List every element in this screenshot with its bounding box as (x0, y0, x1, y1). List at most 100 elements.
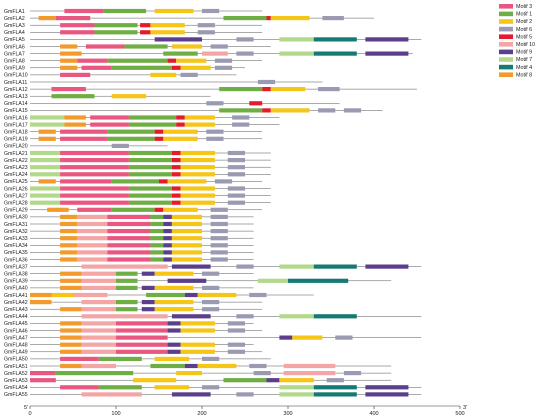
motif-box-m1 (116, 307, 138, 312)
motif-box-m6 (202, 8, 220, 14)
motif-box-m6 (202, 271, 220, 276)
gene-label: GmFLA30 (4, 215, 28, 221)
motif-box-m10 (202, 51, 228, 56)
gene-label: GmFLA32 (4, 229, 28, 235)
motif-box-m3 (107, 214, 151, 219)
gene-row: GmFLA43 (4, 307, 263, 313)
motif-box-m3 (116, 342, 168, 347)
motif-box-m1 (150, 214, 164, 219)
motif-box-m1 (128, 158, 172, 163)
motif-box-m1 (124, 44, 168, 49)
motif-box-m2 (184, 115, 215, 120)
motif-box-m3 (60, 158, 129, 163)
motif-box-m9 (171, 264, 211, 269)
motif-box-m7 (30, 115, 65, 120)
motif-box-m8 (38, 179, 56, 184)
gene-row: GmFLA51 (4, 364, 392, 370)
gene-label: GmFLA5 (4, 37, 25, 43)
motif-box-m6 (214, 179, 233, 184)
legend-label: Motif 9 (516, 50, 532, 56)
motif-box-m2 (133, 378, 177, 383)
motif-box-m10 (81, 342, 116, 347)
motif-box-m8 (47, 207, 69, 212)
motif-box-m2 (111, 94, 147, 99)
motif-box-m2 (184, 122, 215, 127)
motif-box-m5 (171, 150, 181, 156)
motif-box-m2 (180, 321, 215, 326)
motif-box-m10 (77, 243, 108, 248)
legend-swatch-m4 (499, 64, 513, 70)
gene-label: GmFLA12 (4, 87, 28, 93)
gene-row: GmFLA25 (4, 179, 263, 185)
motif-box-m10 (81, 300, 116, 305)
gene-row: GmFLA32 (4, 229, 254, 235)
gene-row: GmFLA3 (4, 23, 263, 29)
motif-box-m2 (270, 108, 310, 113)
motif-box-m9 (171, 314, 211, 319)
motif-box-m1 (116, 278, 138, 283)
motif-box-m1 (128, 150, 172, 156)
motif-box-m2 (150, 72, 177, 77)
motif-box-m2 (197, 292, 237, 298)
motif-box-m6 (253, 371, 271, 376)
motif-box-m7 (30, 122, 65, 127)
motif-box-m3 (60, 193, 129, 198)
motif-box-m6 (210, 44, 228, 49)
motif-box-m5 (171, 65, 181, 70)
motif-box-m5 (154, 207, 164, 212)
motif-box-m10 (77, 236, 108, 241)
gene-row: GmFLA16 (4, 115, 280, 121)
motif-box-m6 (197, 23, 215, 28)
motif-box-m8 (60, 51, 82, 56)
motif-box-m9 (141, 285, 155, 290)
motif-box-m8 (60, 328, 82, 333)
motif-box-m2 (270, 87, 306, 92)
motif-box-m1 (103, 8, 147, 14)
gene-row: GmFLA35 (4, 250, 254, 256)
gene-row: GmFLA36 (4, 257, 254, 263)
gene-row: GmFLA44 (4, 314, 422, 320)
motif-box-m5 (249, 101, 263, 106)
motif-box-m10 (81, 285, 116, 290)
gene-row: GmFLA24 (4, 172, 271, 178)
motif-box-m8 (60, 65, 78, 70)
gene-row: GmFLA47 (4, 335, 422, 341)
motif-box-m10 (77, 214, 108, 219)
motif-box-m2 (171, 214, 202, 219)
motif-box-m6 (210, 250, 228, 255)
motif-box-m10 (77, 229, 108, 234)
motif-box-m3 (60, 23, 95, 28)
motif-box-m6 (206, 129, 224, 134)
motif-box-m6 (227, 349, 245, 354)
motif-box-m6 (335, 335, 353, 340)
gene-row: GmFLA49 (4, 349, 263, 356)
gene-label: GmFLA49 (4, 350, 28, 356)
legend-label: Motif 3 (516, 4, 532, 10)
motif-box-m7 (30, 186, 61, 191)
gene-label: GmFLA39 (4, 279, 28, 285)
legend-swatch-m5 (499, 34, 513, 39)
gene-row: GmFLA48 (4, 343, 254, 349)
gene-row: GmFLA12 (4, 87, 417, 93)
motif-box-m10 (73, 292, 108, 298)
gene-row: GmFLA27 (4, 193, 271, 199)
legend-swatch-m8 (499, 72, 513, 77)
motif-box-m1 (107, 136, 155, 141)
motif-box-m5 (171, 200, 181, 205)
motif-box-m7 (279, 51, 314, 56)
motif-box-m6 (210, 229, 228, 234)
motif-box-m2 (180, 193, 215, 198)
gene-label: GmFLA22 (4, 158, 28, 164)
gene-label: GmFLA4 (4, 30, 25, 36)
gene-rows: GmFLA1GmFLA2GmFLA3GmFLA4GmFLA5GmFLA6GmFL… (4, 8, 422, 398)
motif-box-m8 (38, 16, 56, 21)
motif-box-m3 (51, 87, 86, 92)
gene-row: GmFLA11 (4, 80, 323, 86)
gene-row: GmFLA34 (4, 243, 254, 249)
motif-box-m6 (210, 236, 228, 241)
motif-box-m1 (146, 292, 185, 298)
motif-box-m9 (163, 257, 172, 262)
motif-box-m1 (111, 65, 172, 70)
motif-box-m3 (30, 371, 56, 376)
